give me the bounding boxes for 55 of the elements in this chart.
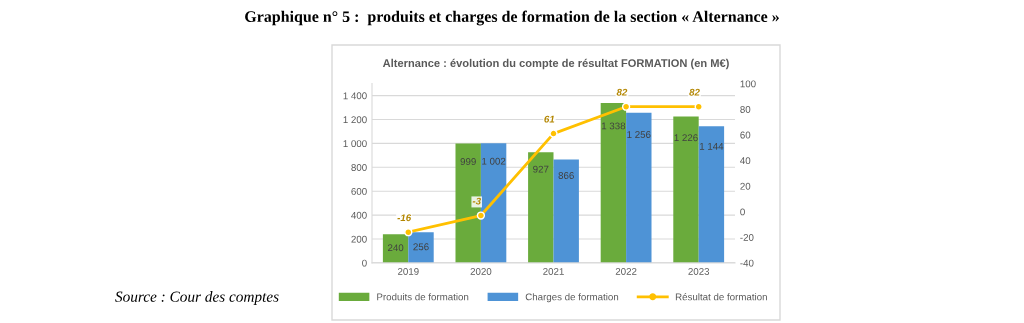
legend-label: Produits de formation [377, 293, 469, 301]
data-label: 61 [544, 115, 555, 123]
point [476, 211, 486, 220]
point [404, 228, 413, 237]
bar [455, 143, 481, 263]
x-tick-label: 2021 [543, 268, 564, 275]
y-tick-label: 400 [351, 211, 367, 219]
source-note: Source : Cour des comptes [115, 291, 279, 305]
data-label: 1 002 [482, 157, 506, 165]
bar [553, 159, 579, 263]
data-label: -16 [397, 214, 412, 222]
data-label: 1 338 [601, 122, 626, 130]
y2-tick-label: 0 [740, 208, 745, 216]
bar [408, 232, 434, 263]
data-label: -3 [472, 197, 481, 205]
point [549, 129, 558, 138]
x-tick-label: 2023 [688, 268, 710, 275]
x-tick-label: 2022 [615, 268, 637, 275]
y-tick-label: 800 [351, 164, 367, 171]
y-tick-label: 600 [351, 187, 367, 195]
bar [528, 152, 554, 263]
data-label: 866 [558, 172, 574, 179]
y2-tick-label: 80 [740, 106, 751, 113]
y2-tick-label: 20 [740, 182, 751, 190]
y2-tick-label: 60 [740, 131, 751, 139]
data-label: 927 [533, 165, 549, 173]
data-label: 82 [689, 88, 700, 96]
data-label: 82 [616, 88, 628, 96]
chart-subtitle: Alternance : évolution du compte de résultat FORMATION (en M€) [382, 58, 729, 70]
chart-title: Graphique n° 5 : produits et charges de formation de la section « Alternance » [245, 10, 779, 26]
data-label: 1 144 [699, 142, 724, 150]
legend-label: Charges de formation [525, 293, 619, 303]
x-tick-label: 2019 [397, 268, 419, 275]
y2-tick-label: 100 [740, 80, 756, 88]
y2-tick-label: -40 [740, 259, 754, 267]
bar [698, 126, 725, 263]
y-tick-label: 1 400 [343, 92, 367, 100]
y-tick-label: 0 [362, 259, 367, 267]
data-label: 999 [460, 158, 476, 165]
bar [600, 103, 627, 263]
y2-tick-label: 40 [740, 157, 751, 165]
y-tick-label: 1 000 [343, 140, 367, 148]
y2-tick-label: -20 [740, 234, 754, 241]
bar [626, 112, 652, 263]
data-label: 1 256 [627, 131, 651, 138]
point [621, 102, 631, 111]
y-tick-label: 200 [351, 235, 367, 243]
y-tick-label: 1 200 [343, 116, 367, 124]
data-label: 1 226 [674, 134, 698, 142]
data-label: 256 [413, 243, 429, 251]
x-tick-label: 2020 [470, 268, 492, 275]
data-label: 240 [387, 244, 404, 252]
bar [480, 143, 507, 263]
bar [673, 116, 699, 263]
legend-label: Résultat de formation [675, 293, 767, 301]
